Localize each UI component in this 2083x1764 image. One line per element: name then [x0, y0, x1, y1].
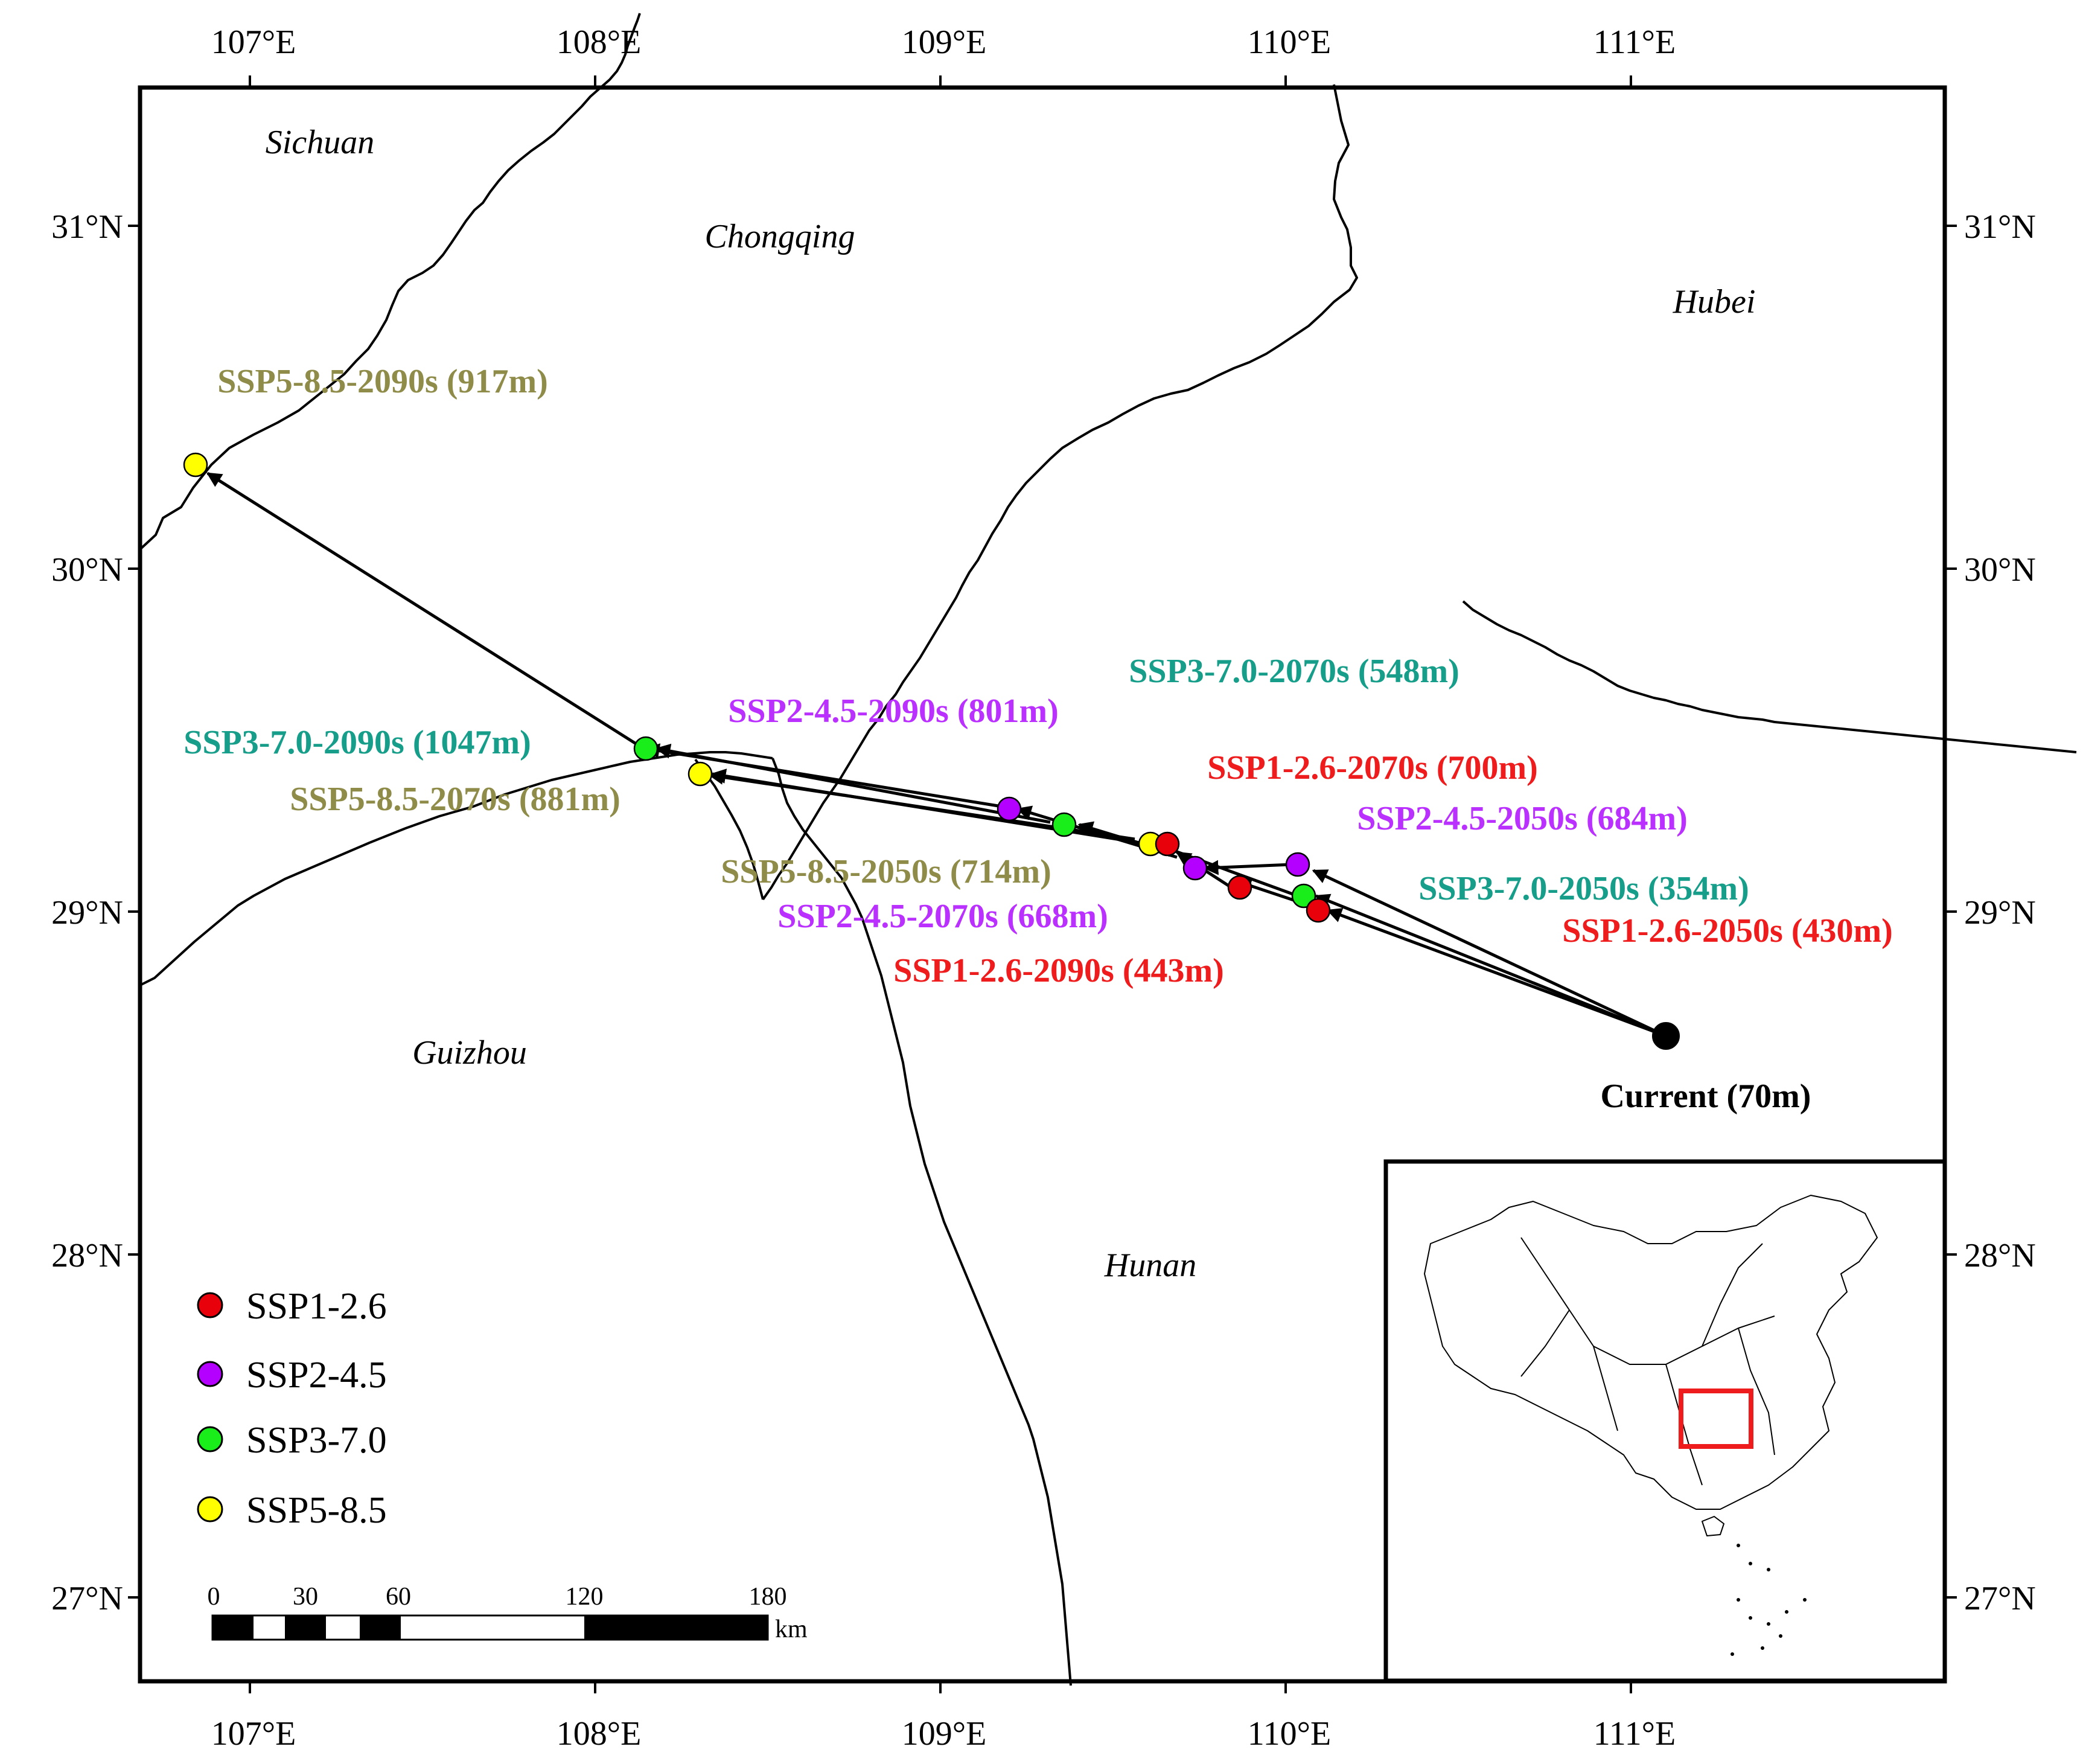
point-label: SSP3-7.0-2070s (548m): [1129, 653, 1459, 690]
y-tick-label-left: 27°N: [51, 1580, 123, 1617]
region-label-hubei: Hubei: [1673, 283, 1756, 321]
point-label: SSP2-4.5-2090s (801m): [728, 692, 1059, 730]
point-label: SSP5-8.5-2070s (881m): [290, 781, 620, 818]
legend-swatch: [197, 1292, 223, 1318]
map-frame: [138, 85, 1947, 1684]
shift-arrow: [644, 743, 1003, 808]
point-label: SSP1-2.6-2070s (700m): [1207, 749, 1538, 787]
ssp1-2090s-point: [1227, 875, 1252, 900]
ssp3-2050s-point: [1291, 883, 1316, 909]
current-point: [1652, 1022, 1680, 1050]
province-borders: [139, 13, 2077, 1686]
inset-china-outline: [1424, 1195, 1878, 1510]
border-hubei-hunan: [1462, 600, 2077, 753]
ssp2-2090s-point: [997, 796, 1022, 822]
shift-arrow: [1312, 869, 1667, 1038]
point-label: SSP3-7.0-2050s (354m): [1418, 870, 1749, 907]
point-label: SSP2-4.5-2050s (684m): [1357, 800, 1688, 837]
border-chongqing-hubei: [762, 84, 1358, 901]
region-labels: Sichuan Chongqing Hubei Guizhou Hunan: [266, 124, 1756, 1284]
y-tick-label-right: 31°N: [1964, 208, 2036, 246]
scale-tick-label: 30: [293, 1583, 318, 1611]
y-tick-label-right: 27°N: [1964, 1580, 2036, 1617]
point-label: SSP1-2.6-2050s (430m): [1562, 912, 1893, 950]
point-label: SSP3-7.0-2090s (1047m): [183, 724, 531, 761]
scale-bar: 0 30 60 120 180 km: [208, 1583, 808, 1643]
scale-tick-label: 0: [208, 1583, 220, 1611]
legend-swatch: [197, 1496, 223, 1523]
x-tick-label-bottom: 111°E: [1593, 1715, 1676, 1753]
x-tick-label-bottom: 108°E: [557, 1715, 642, 1753]
region-label-guizhou: Guizhou: [412, 1034, 527, 1072]
inset-map: [1383, 1159, 1947, 1683]
ssp2-2050s-point: [1285, 852, 1310, 877]
y-tick-label-left: 31°N: [51, 208, 123, 246]
x-tick-label-top: 108°E: [557, 24, 642, 61]
x-tick-label-bottom: 107°E: [211, 1715, 296, 1753]
region-label-chongqing: Chongqing: [705, 218, 855, 255]
scale-tick-label: 60: [386, 1583, 411, 1611]
ssp5-2070s-point: [687, 761, 713, 787]
x-tick-label-top: 111°E: [1593, 24, 1676, 61]
scale-tick-label: 180: [749, 1583, 787, 1611]
point-label: SSP5-8.5-2050s (714m): [721, 853, 1051, 890]
legend-label: SSP3-7.0: [246, 1420, 387, 1461]
centroid-points: [183, 452, 1680, 1050]
shift-arrow: [710, 769, 1147, 846]
shift-arrow: [206, 471, 641, 748]
point-label: SSP5-8.5-2090s (917m): [217, 363, 548, 400]
inset-study-area-box: [1679, 1389, 1753, 1449]
y-tick-label-left: 30°N: [51, 551, 123, 589]
legend-label: SSP1-2.6: [246, 1286, 387, 1327]
x-tick-label-top: 109°E: [902, 24, 987, 61]
border-guizhou-hunan: [771, 758, 1072, 1686]
inset-hainan: [1702, 1516, 1724, 1536]
legend: SSP1-2.6 SSP2-4.5 SSP3-7.0 SSP5-8.5: [197, 1286, 387, 1531]
current-label: Current (70m): [1601, 1078, 1811, 1115]
region-label-sichuan: Sichuan: [266, 124, 374, 161]
y-tick-label-right: 29°N: [1964, 894, 2036, 932]
scale-tick-label: 120: [566, 1583, 604, 1611]
legend-item-ssp1: SSP1-2.6: [197, 1286, 387, 1327]
ssp3-2090s-point: [633, 736, 659, 761]
scale-unit-label: km: [775, 1615, 808, 1643]
border-sichuan-chongqing: [139, 13, 641, 551]
tick-marks: [128, 75, 1957, 1693]
x-tick-label-top: 110°E: [1248, 24, 1332, 61]
legend-swatch: [197, 1426, 223, 1452]
shift-arrow: [1314, 893, 1667, 1038]
tick-labels: 107°E 107°E 108°E 108°E 109°E 109°E 110°E 110°E…: [51, 24, 2036, 1753]
inset-islands: [1731, 1544, 1807, 1656]
legend-item-ssp5: SSP5-8.5: [197, 1490, 387, 1531]
legend-label: SSP2-4.5: [246, 1355, 387, 1396]
y-tick-label-right: 28°N: [1964, 1237, 2036, 1274]
ssp3-2070s-point: [1051, 812, 1077, 837]
legend-item-ssp3: SSP3-7.0: [197, 1420, 387, 1461]
y-tick-label-left: 29°N: [51, 894, 123, 932]
inset-province-lines: [1520, 1237, 1775, 1486]
legend-swatch: [197, 1361, 223, 1387]
point-label: SSP1-2.6-2090s (443m): [893, 952, 1224, 989]
ssp2-2070s-point: [1182, 855, 1208, 881]
point-label: SSP2-4.5-2070s (668m): [777, 898, 1108, 935]
region-label-hunan: Hunan: [1104, 1247, 1196, 1284]
ssp5-2090s-point: [183, 452, 208, 478]
point-labels: SSP5-8.5-2090s (917m) SSP3-7.0-2070s (54…: [183, 363, 1893, 1115]
x-tick-label-bottom: 109°E: [902, 1715, 987, 1753]
x-tick-label-bottom: 110°E: [1248, 1715, 1332, 1753]
ssp1-2070s-point: [1155, 831, 1180, 857]
legend-item-ssp2: SSP2-4.5: [197, 1355, 387, 1396]
y-tick-label-left: 28°N: [51, 1237, 123, 1274]
x-tick-label-top: 107°E: [211, 24, 296, 61]
legend-label: SSP5-8.5: [246, 1490, 387, 1531]
ssp1-2050s-point: [1306, 898, 1331, 923]
y-tick-label-right: 30°N: [1964, 551, 2036, 589]
